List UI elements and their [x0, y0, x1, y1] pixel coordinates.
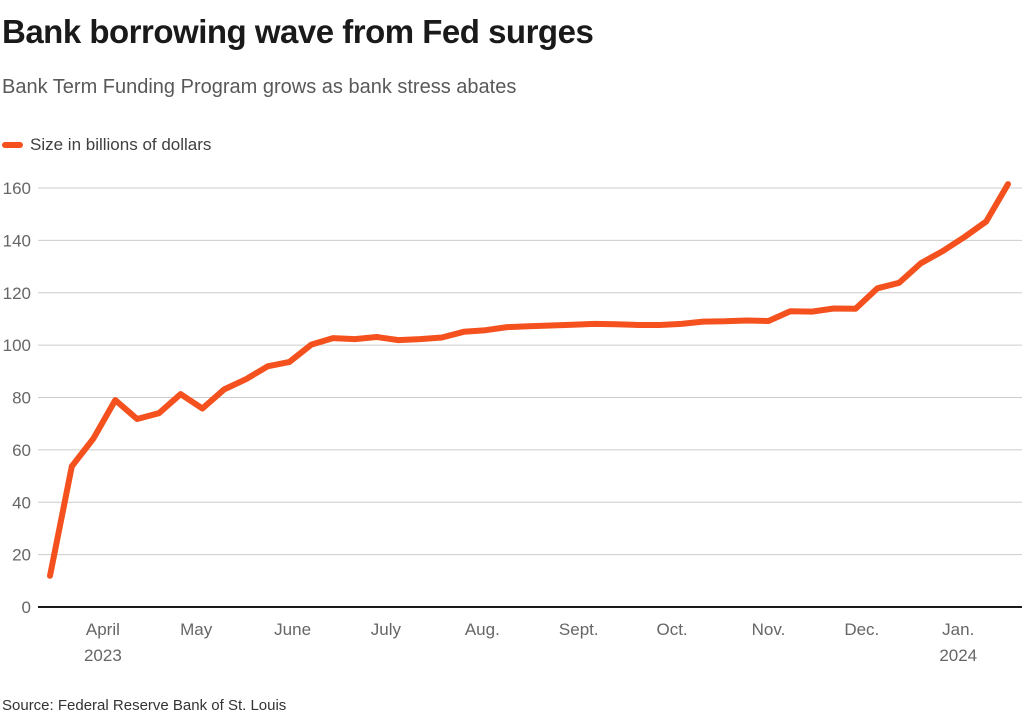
y-axis-tick-label: 40: [12, 493, 31, 512]
y-axis-tick-label: 20: [12, 546, 31, 565]
data-line-series: [47, 181, 1011, 579]
y-axis-tick-label: 160: [3, 179, 31, 198]
y-axis-tick-label: 0: [22, 598, 31, 617]
x-axis-tick-label: July: [371, 620, 402, 639]
x-axis-tick-label: May: [180, 620, 213, 639]
x-axis-year-label: 2024: [939, 646, 977, 665]
legend-line-swatch-icon: [2, 141, 23, 148]
source-note: Source: Federal Reserve Bank of St. Loui…: [2, 697, 287, 714]
y-axis-tick-label: 120: [3, 284, 31, 303]
x-axis-tick-label: Dec.: [844, 620, 879, 639]
x-axis-year-label: 2023: [84, 646, 122, 665]
x-axis-tick-label: Nov.: [752, 620, 786, 639]
x-axis-tick-label: Sept.: [559, 620, 599, 639]
chart-subtitle: Bank Term Funding Program grows as bank …: [2, 76, 517, 98]
x-axis-tick-label: June: [274, 620, 311, 639]
legend-label: Size in billions of dollars: [30, 134, 212, 154]
y-axis-tick-label: 100: [3, 336, 31, 355]
x-axis-tick-label: Aug.: [465, 620, 500, 639]
y-axis-tick-label: 140: [3, 231, 31, 250]
y-axis-tick-label: 80: [12, 389, 31, 408]
chart-title: Bank borrowing wave from Fed surges: [2, 13, 594, 50]
x-axis-tick-label: April: [86, 620, 120, 639]
x-axis-tick-label: Oct.: [656, 620, 687, 639]
x-axis-tick-label: Jan.: [942, 620, 974, 639]
y-axis-tick-label: 60: [12, 441, 31, 460]
legend: Size in billions of dollars: [2, 134, 212, 154]
